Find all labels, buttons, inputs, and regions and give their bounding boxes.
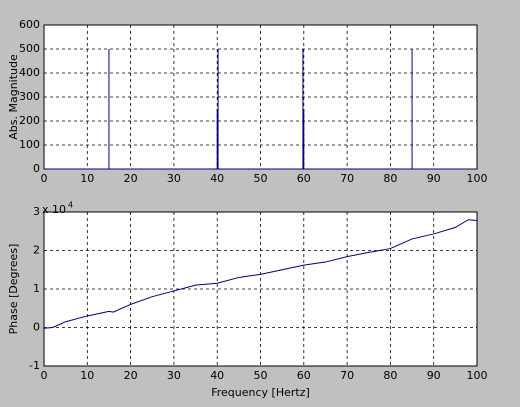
- x-tick-label: 40: [210, 172, 224, 185]
- y-tick-label: 300: [19, 90, 40, 103]
- data-line: [43, 219, 478, 329]
- y-tick-label: 1: [33, 282, 40, 295]
- x-tick-label: 60: [297, 172, 311, 185]
- x-tick-label: 30: [167, 172, 181, 185]
- x-tick-label: 90: [427, 172, 441, 185]
- axes-frame: [43, 211, 478, 367]
- y-tick-label: 500: [19, 42, 40, 55]
- y-tick-label: -1: [29, 359, 40, 372]
- x-tick-label: 0: [41, 172, 48, 185]
- x-tick-label: 90: [427, 369, 441, 382]
- x-tick-label: 100: [467, 172, 488, 185]
- y-tick-label: 0: [33, 162, 40, 175]
- x-tick-label: 80: [383, 369, 397, 382]
- x-tick-label: 60: [297, 369, 311, 382]
- x-tick-label: 40: [210, 369, 224, 382]
- x-tick-label: 70: [340, 172, 354, 185]
- x-tick-label: 80: [383, 172, 397, 185]
- y-tick-label: 100: [19, 138, 40, 151]
- x-tick-label: 70: [340, 369, 354, 382]
- axis-multiplier: x 10: [42, 203, 66, 216]
- y-axis-label: Abs. Magnitude: [7, 54, 20, 140]
- x-tick-label: 20: [124, 172, 138, 185]
- y-tick-label: 0: [33, 321, 40, 334]
- y-tick-label: 600: [19, 18, 40, 31]
- x-tick-label: 20: [124, 369, 138, 382]
- x-axis-label: Frequency [Hertz]: [211, 386, 310, 399]
- data-line: [44, 49, 477, 170]
- y-axis-label: Phase [Degrees]: [7, 244, 20, 335]
- x-tick-label: 100: [467, 369, 488, 382]
- y-tick-label: 400: [19, 66, 40, 79]
- x-tick-label: 30: [167, 369, 181, 382]
- x-tick-label: 50: [254, 369, 268, 382]
- x-tick-label: 0: [41, 369, 48, 382]
- x-tick-label: 10: [80, 172, 94, 185]
- x-tick-label: 50: [254, 172, 268, 185]
- y-tick-label: 3: [33, 205, 40, 218]
- y-tick-label: 200: [19, 114, 40, 127]
- axis-multiplier-exponent: 4: [68, 201, 73, 210]
- x-tick-label: 10: [80, 369, 94, 382]
- y-tick-label: 2: [33, 244, 40, 257]
